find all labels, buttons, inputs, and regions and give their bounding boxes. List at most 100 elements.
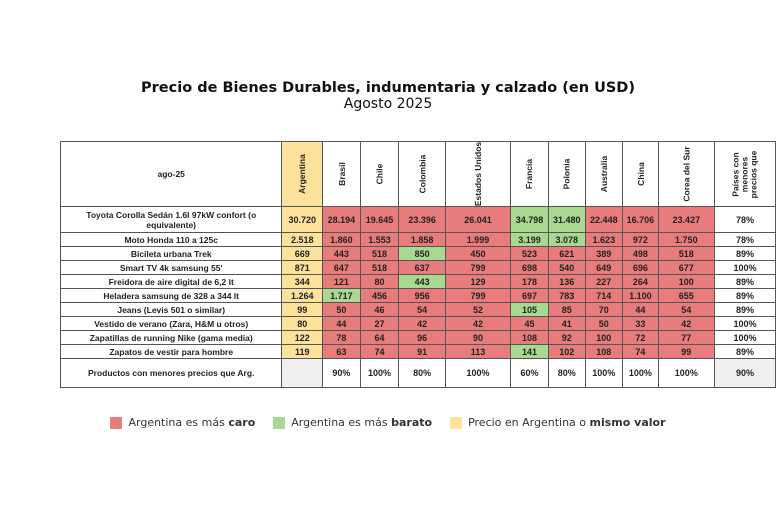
- price-cell: 23.396: [398, 206, 446, 233]
- price-cell: 3.199: [510, 232, 549, 247]
- price-cell: 1.999: [444, 232, 512, 247]
- price-cell: 714: [584, 288, 624, 303]
- corner-header: ago-25: [59, 141, 283, 207]
- price-cell: 102: [547, 344, 586, 359]
- table-row: Zapatos de vestir para hombre 119 63 74 91 11…: [59, 344, 776, 359]
- price-cell: 1.100: [622, 288, 659, 303]
- price-cell: 264: [622, 274, 659, 289]
- table-row: Heladera samsung de 328 a 344 lt 1.264 1.7…: [59, 288, 776, 303]
- footer-cell: [281, 358, 324, 388]
- price-cell: 783: [547, 288, 586, 303]
- column-header-label: Colombia: [417, 154, 428, 194]
- page-title: Precio de Bienes Durables, indumentaria …: [141, 80, 635, 96]
- price-cell: 389: [584, 246, 624, 261]
- price-cell: 518: [359, 260, 400, 275]
- price-cell: 799: [444, 260, 512, 275]
- column-header: China: [622, 141, 659, 207]
- price-cell: 74: [622, 344, 659, 359]
- price-cell: 22.448: [584, 206, 624, 233]
- legend-text: Precio en Argentina o mismo valor: [468, 416, 666, 429]
- price-cell: 518: [359, 246, 400, 261]
- footer-row: Productos con menores precios que Arg. 90…: [59, 358, 776, 388]
- price-cell: 649: [584, 260, 624, 275]
- table-row: Smart TV 4k samsung 55' 871 647 518 637 799 69…: [59, 260, 776, 275]
- price-cell: 80: [281, 316, 324, 331]
- footer-total: 90%: [713, 358, 776, 388]
- legend-text: Argentina es más caro: [128, 416, 256, 429]
- price-cell: 44: [322, 316, 361, 331]
- percent-cell: 89%: [713, 246, 776, 261]
- percent-cell: 100%: [713, 330, 776, 345]
- price-cell: 523: [510, 246, 549, 261]
- price-cell: 1.623: [584, 232, 624, 247]
- price-cell: 78: [322, 330, 361, 345]
- footer-cell: 100%: [444, 358, 512, 388]
- price-cell: 450: [444, 246, 512, 261]
- price-cell: 443: [398, 274, 446, 289]
- table-row: Freidora de aire digital de 6,2 lt 344 121…: [59, 274, 776, 289]
- column-header: Corea del Sur: [657, 141, 715, 207]
- footer-cell: 100%: [359, 358, 400, 388]
- percent-cell: 78%: [713, 206, 776, 233]
- percent-cell: 89%: [713, 302, 776, 317]
- row-label: Heladera samsung de 328 a 344 lt: [59, 288, 283, 303]
- price-cell: 655: [657, 288, 715, 303]
- price-cell: 105: [510, 302, 549, 317]
- price-cell: 26.041: [444, 206, 512, 233]
- column-header: Chile: [359, 141, 400, 207]
- price-cell: 74: [359, 344, 400, 359]
- percent-cell: 89%: [713, 344, 776, 359]
- price-cell: 54: [657, 302, 715, 317]
- column-header-label: Polonia: [561, 158, 572, 190]
- price-cell: 518: [657, 246, 715, 261]
- footer-cell: 100%: [657, 358, 715, 388]
- price-cell: 540: [547, 260, 586, 275]
- column-header-label: China: [635, 162, 646, 186]
- row-label: Zapatos de vestir para hombre: [59, 344, 283, 359]
- column-header: Estados Unidos: [444, 141, 512, 207]
- price-cell: 129: [444, 274, 512, 289]
- price-cell: 136: [547, 274, 586, 289]
- price-cell: 64: [359, 330, 400, 345]
- price-cell: 227: [584, 274, 624, 289]
- price-cell: 42: [398, 316, 446, 331]
- row-label: Zapatillas de running Nike (gama media): [59, 330, 283, 345]
- table-row: Bicileta urbana Trek 669 443 518 850 450 523 62…: [59, 246, 776, 261]
- row-label: Toyota Corolla Sedán 1.6l 97kW confort (…: [59, 206, 283, 233]
- row-label: Freidora de aire digital de 6,2 lt: [59, 274, 283, 289]
- legend-item: Argentina es más caro: [110, 416, 255, 429]
- legend-swatch: [450, 416, 463, 429]
- price-cell: 647: [322, 260, 361, 275]
- percent-cell: 89%: [713, 288, 776, 303]
- price-cell: 90: [444, 330, 512, 345]
- price-cell: 100: [584, 330, 624, 345]
- column-header-label: Francia: [524, 158, 535, 190]
- price-cell: 799: [444, 288, 512, 303]
- column-header: Colombia: [398, 141, 446, 207]
- column-header: Australia: [584, 141, 624, 207]
- price-cell: 46: [359, 302, 400, 317]
- legend-item: Precio en Argentina o mismo valor: [450, 416, 666, 429]
- row-label: Moto Honda 110 a 125c: [59, 232, 283, 247]
- legend-text: Argentina es más barato: [291, 416, 433, 429]
- price-cell: 42: [444, 316, 512, 331]
- price-cell: 77: [657, 330, 715, 345]
- price-cell: 28.194: [322, 206, 361, 233]
- price-cell: 698: [510, 260, 549, 275]
- price-cell: 1.717: [322, 288, 361, 303]
- price-cell: 113: [444, 344, 512, 359]
- price-cell: 50: [322, 302, 361, 317]
- price-cell: 50: [584, 316, 624, 331]
- column-header: Brasil: [322, 141, 361, 207]
- price-cell: 108: [510, 330, 549, 345]
- column-header: Argentina: [281, 141, 324, 207]
- price-cell: 122: [281, 330, 324, 345]
- price-cell: 456: [359, 288, 400, 303]
- price-cell: 63: [322, 344, 361, 359]
- price-cell: 3.078: [547, 232, 586, 247]
- price-cell: 54: [398, 302, 446, 317]
- percent-cell: 100%: [713, 260, 776, 275]
- page-subtitle: Agosto 2025: [343, 96, 433, 112]
- price-cell: 30.720: [281, 206, 324, 233]
- price-cell: 31.480: [547, 206, 586, 233]
